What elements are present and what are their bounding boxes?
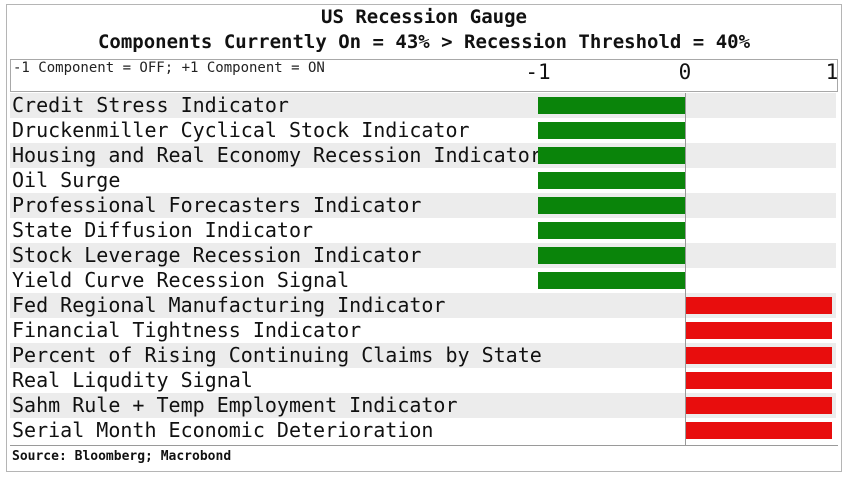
x-tick-label: 0 bbox=[678, 60, 692, 84]
bar-on bbox=[685, 372, 832, 389]
category-label: Fed Regional Manufacturing Indicator bbox=[12, 293, 446, 317]
row-band bbox=[10, 168, 836, 193]
bar-on bbox=[685, 422, 832, 439]
source-divider bbox=[10, 445, 838, 446]
bar-off bbox=[538, 122, 685, 139]
bar-off bbox=[538, 147, 685, 164]
bar-off bbox=[538, 247, 685, 264]
bar-off bbox=[538, 197, 685, 214]
row-band bbox=[10, 218, 836, 243]
row-band bbox=[10, 268, 836, 293]
row-band bbox=[10, 243, 836, 268]
row-band bbox=[10, 143, 836, 168]
chart-subtitle: Components Currently On = 43% > Recessio… bbox=[97, 31, 751, 53]
category-label: Druckenmiller Cyclical Stock Indicator bbox=[12, 118, 470, 142]
row-band bbox=[10, 118, 836, 143]
x-tick-label: -1 bbox=[525, 60, 551, 84]
bar-on bbox=[685, 322, 832, 339]
legend-note: -1 Component = OFF; +1 Component = ON bbox=[13, 60, 325, 76]
bar-off bbox=[538, 172, 685, 189]
category-label: Serial Month Economic Deterioration bbox=[12, 418, 434, 442]
bar-on bbox=[685, 397, 832, 414]
category-label: Financial Tightness Indicator bbox=[12, 318, 362, 342]
bar-on bbox=[685, 347, 832, 364]
category-label: Real Liqudity Signal bbox=[12, 368, 253, 392]
row-band bbox=[10, 193, 836, 218]
category-label: Credit Stress Indicator bbox=[12, 93, 289, 117]
category-label: Housing and Real Economy Recession Indic… bbox=[12, 143, 542, 167]
category-label: Percent of Rising Continuing Claims by S… bbox=[12, 343, 542, 367]
x-tick-label: 1 bbox=[825, 60, 839, 84]
category-label: State Diffusion Indicator bbox=[12, 218, 314, 242]
bar-off bbox=[538, 97, 685, 114]
chart-title: US Recession Gauge bbox=[321, 6, 527, 28]
category-label: Sahm Rule + Temp Employment Indicator bbox=[12, 393, 458, 417]
category-label: Stock Leverage Recession Indicator bbox=[12, 243, 422, 267]
axis-header-box bbox=[10, 59, 838, 92]
category-label: Oil Surge bbox=[12, 168, 121, 192]
bar-off bbox=[538, 222, 685, 239]
bar-on bbox=[685, 297, 832, 314]
category-label: Yield Curve Recession Signal bbox=[12, 268, 350, 292]
zero-line bbox=[685, 93, 686, 445]
source-note: Source: Bloomberg; Macrobond bbox=[12, 449, 232, 464]
category-label: Professional Forecasters Indicator bbox=[12, 193, 422, 217]
bar-off bbox=[538, 272, 685, 289]
row-band bbox=[10, 93, 836, 118]
